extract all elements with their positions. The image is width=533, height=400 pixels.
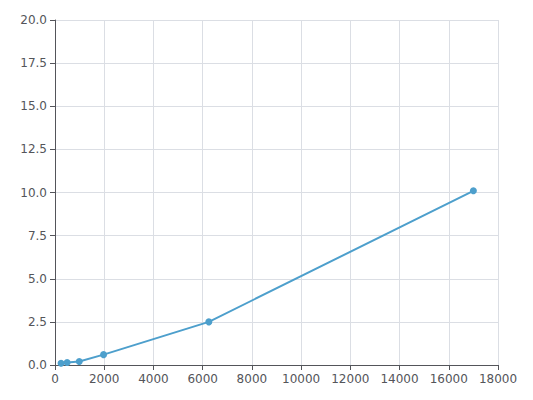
svg-text:2.5: 2.5 — [28, 315, 47, 329]
svg-text:2000: 2000 — [89, 372, 120, 386]
svg-text:8000: 8000 — [237, 372, 268, 386]
svg-text:10.0: 10.0 — [20, 186, 47, 200]
svg-text:4000: 4000 — [138, 372, 169, 386]
svg-text:5.0: 5.0 — [28, 272, 47, 286]
svg-text:16000: 16000 — [430, 372, 468, 386]
svg-text:0.0: 0.0 — [28, 358, 47, 372]
svg-text:14000: 14000 — [380, 372, 418, 386]
svg-text:15.0: 15.0 — [20, 99, 47, 113]
svg-text:0: 0 — [51, 372, 59, 386]
svg-text:20.0: 20.0 — [20, 13, 47, 27]
svg-text:12000: 12000 — [331, 372, 369, 386]
svg-text:10000: 10000 — [282, 372, 320, 386]
svg-text:7.5: 7.5 — [28, 229, 47, 243]
svg-text:12.5: 12.5 — [20, 142, 47, 156]
svg-text:6000: 6000 — [187, 372, 218, 386]
svg-text:18000: 18000 — [479, 372, 517, 386]
svg-text:17.5: 17.5 — [20, 56, 47, 70]
